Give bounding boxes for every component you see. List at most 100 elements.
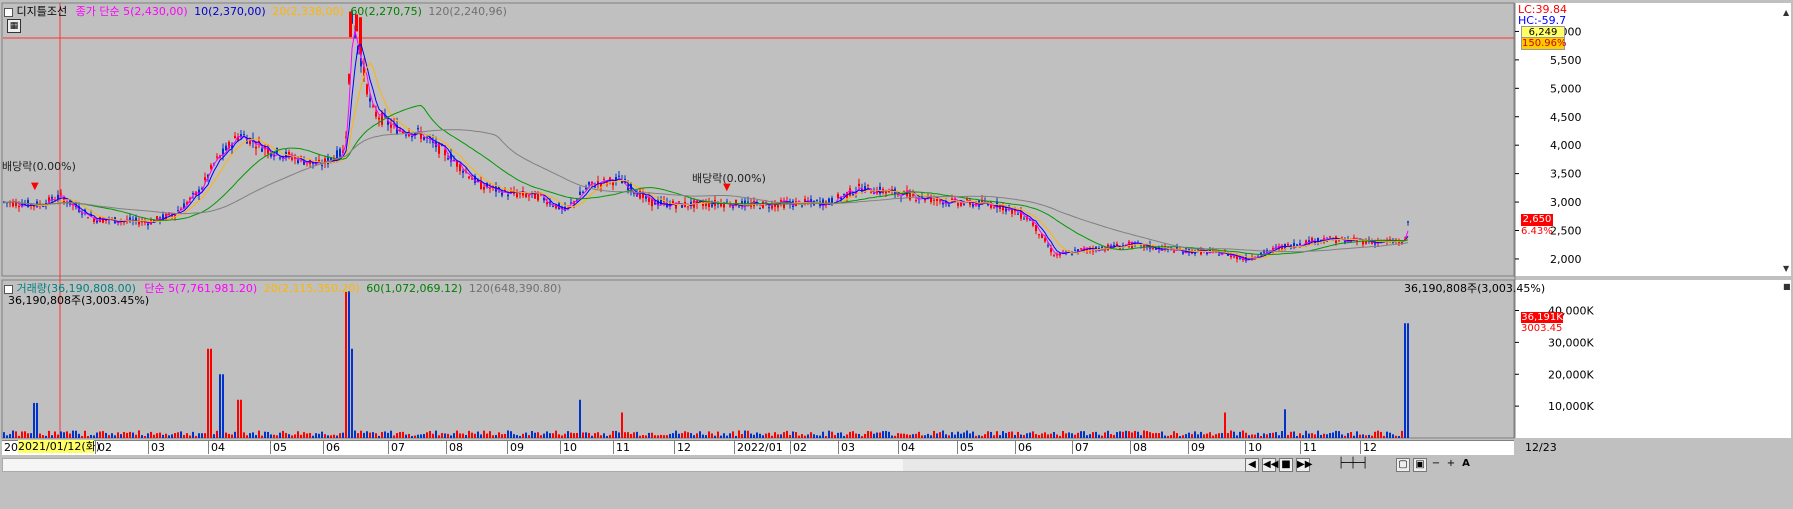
- volume-bar: [282, 430, 284, 438]
- price-scroll-down-icon[interactable]: ▼: [1783, 264, 1790, 273]
- volume-bar: [1056, 434, 1058, 438]
- volume-panel-toggle-icon[interactable]: ■: [1783, 282, 1791, 291]
- x-axis-month-label: 02: [790, 441, 807, 454]
- volume-bar: [645, 435, 647, 438]
- candle-body: [909, 191, 911, 200]
- volume-bar: [519, 435, 521, 438]
- volume-bar: [33, 402, 35, 438]
- candle-body: [1230, 254, 1232, 258]
- x-axis-month-label: 08: [1130, 441, 1147, 454]
- scroll-left-icon[interactable]: ◀: [1245, 458, 1259, 472]
- volume-bar: [450, 435, 452, 438]
- volume-bar: [309, 433, 311, 438]
- volume-bar: [156, 433, 158, 438]
- ruler-icon[interactable]: ├─┼─┤: [1337, 458, 1369, 469]
- volume-bar: [1125, 430, 1127, 438]
- horizontal-scrollbar[interactable]: [2, 458, 1254, 472]
- candle-body: [255, 146, 257, 149]
- candle-body: [1128, 241, 1130, 247]
- font-icon[interactable]: A: [1462, 458, 1470, 469]
- volume-bar: [1248, 435, 1250, 438]
- volume-bar: [1407, 323, 1409, 438]
- volume-bar: [1377, 430, 1379, 438]
- volume-bar: [990, 431, 992, 438]
- candle-body: [1299, 243, 1301, 246]
- plus-icon[interactable]: +: [1446, 458, 1456, 469]
- volume-bar: [972, 431, 974, 438]
- candle-body: [582, 191, 584, 193]
- candle-body: [315, 161, 317, 165]
- x-axis: [2, 440, 1514, 455]
- minus-icon[interactable]: −: [1431, 458, 1441, 469]
- candle-body: [858, 183, 860, 187]
- candle-body: [507, 194, 509, 197]
- candle-body: [576, 199, 578, 201]
- volume-bar: [933, 430, 935, 438]
- chart-canvas[interactable]: 6,0005,5005,0004,5004,0003,5003,0002,500…: [0, 0, 1793, 490]
- volume-bar: [771, 435, 773, 438]
- candle-body: [378, 117, 380, 120]
- candle-body: [786, 201, 788, 204]
- volume-bar: [762, 435, 764, 438]
- stop-icon[interactable]: ■: [1279, 458, 1293, 472]
- candle-body: [969, 200, 971, 205]
- next-icon[interactable]: ▶▶: [1296, 458, 1313, 472]
- zoom-out-icon[interactable]: ▢: [1396, 458, 1410, 472]
- volume-bar: [1386, 431, 1388, 438]
- volume-bar: [978, 435, 980, 438]
- scroll-thumb[interactable]: [3, 459, 903, 471]
- price-scroll-up-icon[interactable]: ▲: [1783, 8, 1790, 17]
- candle-body: [615, 176, 617, 181]
- volume-bar: [240, 399, 242, 438]
- volume-bar: [1404, 323, 1406, 438]
- volume-bar: [720, 435, 722, 438]
- volume-bar: [1224, 412, 1226, 438]
- volume-bar: [888, 431, 890, 438]
- candle-body: [192, 193, 194, 195]
- x-axis-month-label: 02: [95, 441, 112, 454]
- volume-bar: [108, 435, 110, 438]
- volume-bar: [348, 291, 350, 438]
- candle-body: [1038, 234, 1040, 236]
- volume-bar: [690, 433, 692, 438]
- volume-bar: [1146, 431, 1148, 438]
- volume-bar: [1392, 434, 1394, 438]
- candle-body: [816, 199, 818, 201]
- candle-body: [1182, 251, 1184, 254]
- volume-bar: [765, 433, 767, 438]
- volume-bar: [729, 433, 731, 438]
- volume-bar: [837, 432, 839, 438]
- volume-bar: [942, 430, 944, 438]
- volume-bar: [984, 434, 986, 438]
- volume-bar: [1023, 435, 1025, 438]
- zoom-in-icon[interactable]: ▣: [1413, 458, 1427, 472]
- candle-body: [609, 177, 611, 181]
- volume-bar: [1266, 434, 1268, 438]
- candle-body: [1017, 213, 1019, 215]
- candle-body: [1296, 244, 1298, 246]
- volume-bar: [885, 430, 887, 438]
- volume-bar: [1308, 433, 1310, 438]
- candle-body: [1362, 240, 1364, 245]
- candle-body: [414, 132, 416, 135]
- legend-box-icon[interactable]: [4, 7, 13, 17]
- volume-bar: [594, 433, 596, 438]
- volume-bar: [471, 432, 473, 438]
- candle-body: [546, 202, 548, 205]
- calendar-icon[interactable]: ▦: [7, 19, 21, 33]
- volume-bar: [813, 434, 815, 438]
- volume-bar: [936, 433, 938, 438]
- volume-bar: [903, 433, 905, 438]
- volume-bar: [1119, 431, 1121, 438]
- volume-bar: [300, 434, 302, 438]
- volume-bar: [270, 434, 272, 438]
- candle-body: [339, 148, 341, 157]
- volume-y-axis: [1515, 280, 1791, 438]
- first-icon[interactable]: ◀◀: [1262, 458, 1279, 472]
- candle-body: [1341, 237, 1343, 239]
- candle-body: [291, 157, 293, 160]
- volume-bar: [522, 433, 524, 438]
- volume-bar: [39, 433, 41, 438]
- candle-body: [1236, 255, 1238, 260]
- volume-bar: [603, 433, 605, 438]
